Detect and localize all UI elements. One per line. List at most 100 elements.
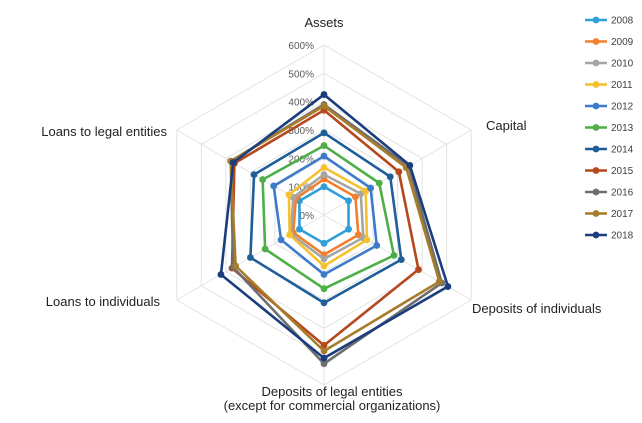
axis-label: Loans to legal entities (41, 124, 167, 139)
legend-label: 2014 (611, 145, 634, 156)
legend-label: 2011 (611, 80, 633, 91)
legend-item: 2013 (585, 123, 634, 134)
legend-swatch-marker (592, 145, 600, 153)
legend-item: 2011 (585, 80, 633, 91)
legend-label: 2010 (611, 59, 634, 70)
tick-label: 400% (288, 98, 314, 109)
data-point (345, 197, 352, 205)
legend-item: 2010 (585, 59, 634, 70)
data-point (320, 347, 328, 355)
legend-label: 2008 (611, 16, 634, 27)
series-line (229, 104, 441, 353)
series-line (219, 93, 450, 360)
data-point (352, 193, 359, 201)
legend-item: 2018 (585, 231, 634, 242)
legend-label: 2013 (611, 123, 634, 134)
data-point (286, 231, 294, 239)
legend-label: 2017 (611, 209, 634, 220)
data-point (250, 171, 258, 179)
data-point (363, 236, 371, 244)
data-point (375, 179, 383, 187)
legend-swatch-marker (592, 124, 600, 131)
legend-item: 2012 (585, 102, 634, 113)
data-point (320, 239, 328, 247)
data-point (277, 236, 285, 244)
data-point (320, 271, 328, 278)
series-2010 (287, 171, 367, 263)
radar-axis-labels: Assets Capital Deposits of individuals Depo… (41, 15, 602, 413)
series-2014 (246, 129, 405, 307)
data-point (320, 299, 328, 307)
data-point (397, 256, 405, 264)
legend-swatch-marker (592, 167, 600, 174)
data-point (406, 162, 414, 169)
data-point (320, 255, 328, 263)
legend-label: 2009 (611, 37, 634, 48)
tick-label: 300% (288, 126, 314, 137)
tick-label: 0% (300, 211, 315, 222)
legend-swatch-marker (592, 59, 600, 67)
axis-label: Capital (486, 118, 527, 133)
legend-label: 2018 (611, 231, 634, 242)
legend-swatch-marker (592, 38, 600, 45)
data-point (444, 283, 452, 290)
data-point (217, 271, 225, 278)
data-point (390, 251, 398, 259)
series-2013 (259, 142, 398, 293)
legend-item: 2016 (585, 188, 634, 199)
tick-label: 600% (288, 41, 314, 52)
data-point (320, 164, 328, 171)
legend-item: 2015 (585, 166, 634, 177)
data-point (229, 159, 237, 166)
series-2008 (296, 183, 352, 247)
legend-item: 2014 (585, 145, 634, 156)
data-point (362, 187, 370, 195)
legend-swatch-marker (592, 16, 600, 24)
radar-series (217, 91, 452, 368)
data-point (415, 266, 422, 273)
data-point (320, 129, 328, 137)
legend-label: 2016 (611, 188, 634, 199)
series-2018 (217, 91, 452, 362)
axis-label: Deposits of individuals (472, 301, 602, 316)
legend-label: 2012 (611, 102, 634, 113)
series-2012 (270, 152, 381, 278)
data-point (320, 183, 328, 191)
chart-legend: 2008 2009 2010 2011 2012 2013 2014 2015 2016 2017… (585, 16, 634, 242)
tick-label: 200% (288, 154, 314, 165)
axis-label: Assets (304, 15, 344, 30)
data-point (320, 171, 328, 178)
data-point (320, 102, 328, 110)
data-point (320, 262, 328, 270)
data-point (367, 184, 375, 192)
data-point (285, 191, 293, 199)
data-point (386, 173, 394, 181)
data-point (259, 176, 267, 183)
data-point (345, 225, 352, 233)
legend-item: 2017 (585, 209, 634, 220)
tick-label: 500% (288, 69, 314, 80)
data-point (320, 354, 328, 362)
legend-item: 2009 (585, 37, 634, 48)
radar-tick-labels: 0% 100% 200% 300% 400% 500% 600% (288, 41, 314, 222)
data-point (320, 341, 328, 349)
data-point (320, 285, 328, 293)
data-point (435, 278, 443, 285)
data-point (320, 142, 328, 149)
axis-label: Loans to individuals (46, 294, 161, 309)
data-point (320, 152, 328, 160)
tick-label: 100% (288, 183, 314, 194)
legend-swatch-marker (592, 188, 600, 196)
data-point (354, 231, 362, 239)
data-point (320, 91, 328, 98)
data-point (395, 168, 403, 176)
data-point (373, 242, 381, 249)
legend-swatch-marker (592, 210, 600, 217)
data-point (246, 254, 254, 261)
legend-item: 2008 (585, 16, 634, 27)
legend-swatch-marker (592, 231, 600, 239)
data-point (296, 225, 303, 233)
data-point (357, 190, 365, 198)
